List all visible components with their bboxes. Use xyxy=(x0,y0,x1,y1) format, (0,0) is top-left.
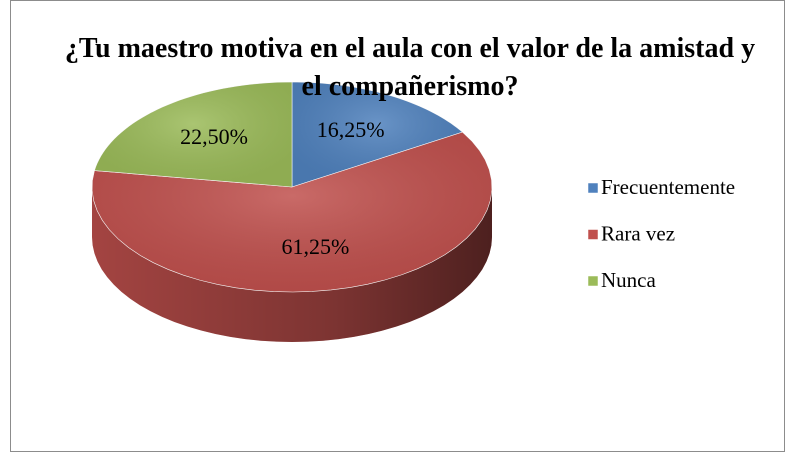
legend-swatch xyxy=(587,182,599,194)
legend-label: Nunca xyxy=(601,268,656,292)
legend-label: Rara vez xyxy=(601,221,675,245)
pie-side-shade xyxy=(92,187,492,342)
chart-title: ¿Tu maestro motiva en el aula con el val… xyxy=(64,33,756,102)
data-label: 61,25% xyxy=(281,234,349,259)
legend-swatch xyxy=(587,275,599,287)
legend-swatch xyxy=(587,229,599,240)
pie-slice-shine xyxy=(292,82,463,187)
data-label: 22,50% xyxy=(180,124,248,149)
legend-label: Frecuentemente xyxy=(601,175,735,199)
data-label: 16,25% xyxy=(317,117,385,142)
pie-slice-shine xyxy=(94,82,293,187)
chart-border xyxy=(10,0,785,452)
pie-slice-shine xyxy=(92,132,492,292)
